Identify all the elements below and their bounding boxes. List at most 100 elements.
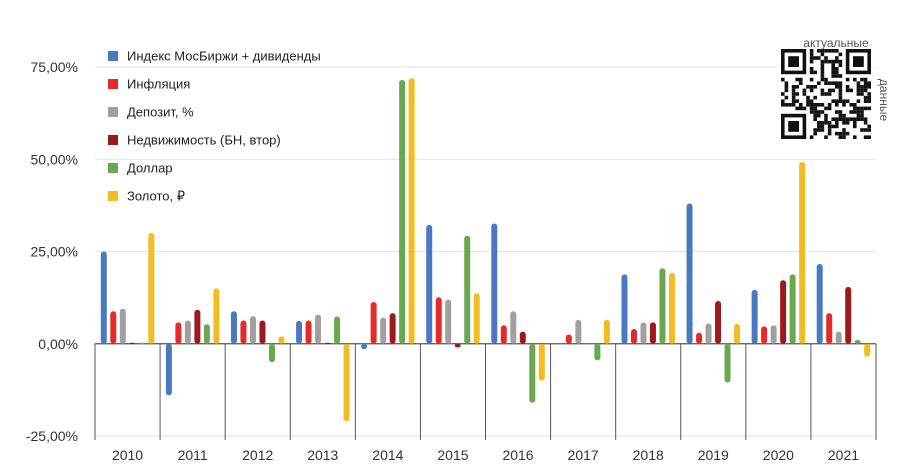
bar xyxy=(184,320,191,344)
bar xyxy=(399,79,406,344)
bar xyxy=(119,308,126,344)
bar xyxy=(715,300,722,344)
bar xyxy=(816,264,823,344)
bar xyxy=(100,251,107,344)
bar xyxy=(249,316,256,344)
bars xyxy=(100,78,871,422)
x-tick-label: 2019 xyxy=(698,447,729,463)
qr-caption-side: данные xyxy=(877,79,891,122)
bar xyxy=(789,274,796,344)
bar xyxy=(203,324,210,344)
bar xyxy=(640,322,647,344)
bar xyxy=(175,322,182,344)
bar xyxy=(426,224,433,344)
legend-item: Доллар xyxy=(108,161,173,176)
qr-caption-top: актуальные xyxy=(803,36,869,50)
legend-item: Недвижимость (БН, втор) xyxy=(108,133,281,148)
bar xyxy=(389,313,396,344)
x-tick-label: 2013 xyxy=(307,447,338,463)
legend-label: Золото, ₽ xyxy=(127,189,185,204)
legend-swatch xyxy=(108,107,118,117)
legend: Индекс МосБиржи + дивиденды Инфляция Депоз… xyxy=(108,49,321,204)
bar xyxy=(213,288,220,344)
x-axis-separators xyxy=(94,343,877,440)
bar xyxy=(305,320,312,344)
bar xyxy=(324,342,331,345)
bar xyxy=(334,316,341,344)
bar xyxy=(435,297,442,344)
bar xyxy=(854,340,861,344)
legend-swatch xyxy=(108,79,118,89)
y-axis-tick-labels: -25,00% 0,00% 25,00% 50,00% 75,00% xyxy=(26,59,78,444)
bar xyxy=(165,343,172,396)
bar xyxy=(408,78,415,344)
legend-label: Недвижимость (БН, втор) xyxy=(127,133,281,148)
bar xyxy=(529,343,536,403)
bar xyxy=(575,319,582,344)
legend-label: Депозит, % xyxy=(127,105,194,120)
bar xyxy=(594,343,601,361)
bar xyxy=(510,311,517,344)
x-tick-label: 2015 xyxy=(437,447,468,463)
bar xyxy=(621,274,628,344)
bar xyxy=(138,342,145,345)
x-tick-label: 2014 xyxy=(372,447,403,463)
bar xyxy=(296,320,303,344)
bar xyxy=(491,223,498,344)
legend-label: Индекс МосБиржи + дивиденды xyxy=(127,49,321,64)
bar xyxy=(129,342,136,345)
bar xyxy=(380,317,387,344)
bar xyxy=(473,293,480,344)
y-tick-label: -25,00% xyxy=(26,428,78,444)
x-tick-label: 2017 xyxy=(568,447,599,463)
bar xyxy=(370,302,377,344)
legend-label: Инфляция xyxy=(127,77,190,92)
bar xyxy=(705,323,712,344)
legend-item: Индекс МосБиржи + дивиденды xyxy=(108,49,321,64)
bar xyxy=(538,343,545,381)
bar xyxy=(194,309,201,344)
bar xyxy=(268,343,275,363)
bar xyxy=(361,343,368,350)
legend-swatch xyxy=(108,51,118,61)
bar xyxy=(343,343,350,422)
bar xyxy=(500,325,507,344)
legend-item: Золото, ₽ xyxy=(108,189,185,204)
bar xyxy=(770,325,777,344)
bar xyxy=(835,331,842,344)
x-tick-label: 2021 xyxy=(828,447,859,463)
x-axis-tick-labels: 2010 2011 2012 2013 2014 2015 2016 2017 2018 2019… xyxy=(112,447,859,463)
bar xyxy=(603,319,610,344)
qr-code-image[interactable] xyxy=(778,46,874,142)
bar xyxy=(826,313,833,344)
bar xyxy=(686,203,693,344)
legend-item: Инфляция xyxy=(108,77,190,92)
bar xyxy=(649,322,656,344)
y-tick-label: 25,00% xyxy=(31,244,78,260)
x-tick-label: 2016 xyxy=(502,447,533,463)
bar xyxy=(565,334,572,344)
bar xyxy=(148,233,155,344)
x-tick-label: 2010 xyxy=(112,447,143,463)
bar xyxy=(278,336,285,344)
bar xyxy=(724,343,731,383)
qr-code[interactable]: актуальные данные xyxy=(778,36,891,142)
bar xyxy=(454,343,461,348)
bar xyxy=(240,320,247,344)
bar xyxy=(659,268,666,344)
bar xyxy=(464,235,471,344)
bar xyxy=(230,311,237,344)
bar xyxy=(780,280,787,344)
legend-swatch xyxy=(108,135,118,145)
legend-item: Депозит, % xyxy=(108,105,194,120)
legend-swatch xyxy=(108,163,118,173)
bar xyxy=(864,343,871,357)
bar xyxy=(259,320,266,344)
bar xyxy=(315,314,322,344)
legend-label: Доллар xyxy=(127,161,173,176)
bar xyxy=(845,286,852,344)
y-tick-label: 75,00% xyxy=(31,59,78,75)
bar xyxy=(761,326,768,344)
y-tick-label: 50,00% xyxy=(31,151,78,167)
